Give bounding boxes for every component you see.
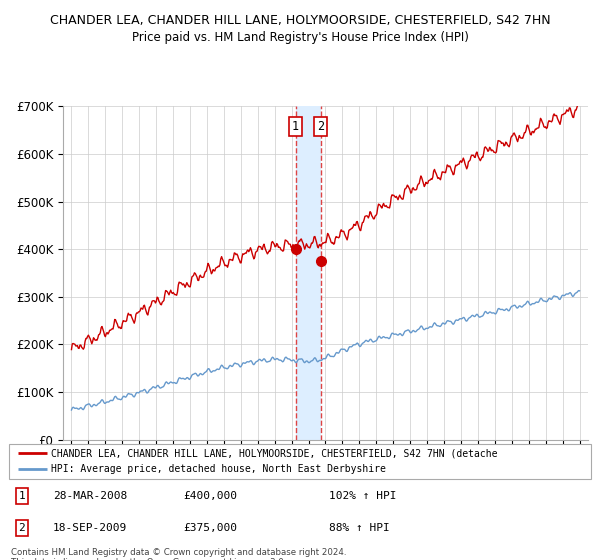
Text: 18-SEP-2009: 18-SEP-2009 bbox=[53, 523, 127, 533]
Text: 102% ↑ HPI: 102% ↑ HPI bbox=[329, 491, 397, 501]
Text: 28-MAR-2008: 28-MAR-2008 bbox=[53, 491, 127, 501]
Text: 2: 2 bbox=[317, 120, 325, 133]
Text: HPI: Average price, detached house, North East Derbyshire: HPI: Average price, detached house, Nort… bbox=[51, 464, 386, 474]
Text: CHANDER LEA, CHANDER HILL LANE, HOLYMOORSIDE, CHESTERFIELD, S42 7HN (detache: CHANDER LEA, CHANDER HILL LANE, HOLYMOOR… bbox=[51, 449, 497, 459]
Text: 1: 1 bbox=[19, 491, 25, 501]
Text: 1: 1 bbox=[292, 120, 299, 133]
Text: Price paid vs. HM Land Registry's House Price Index (HPI): Price paid vs. HM Land Registry's House … bbox=[131, 31, 469, 44]
FancyBboxPatch shape bbox=[9, 444, 591, 479]
Text: CHANDER LEA, CHANDER HILL LANE, HOLYMOORSIDE, CHESTERFIELD, S42 7HN: CHANDER LEA, CHANDER HILL LANE, HOLYMOOR… bbox=[50, 14, 550, 27]
Text: £375,000: £375,000 bbox=[184, 523, 238, 533]
Text: 88% ↑ HPI: 88% ↑ HPI bbox=[329, 523, 390, 533]
Bar bbox=[296, 106, 321, 440]
Text: 2: 2 bbox=[19, 523, 25, 533]
Text: £400,000: £400,000 bbox=[184, 491, 238, 501]
Text: Contains HM Land Registry data © Crown copyright and database right 2024.
This d: Contains HM Land Registry data © Crown c… bbox=[11, 548, 346, 560]
